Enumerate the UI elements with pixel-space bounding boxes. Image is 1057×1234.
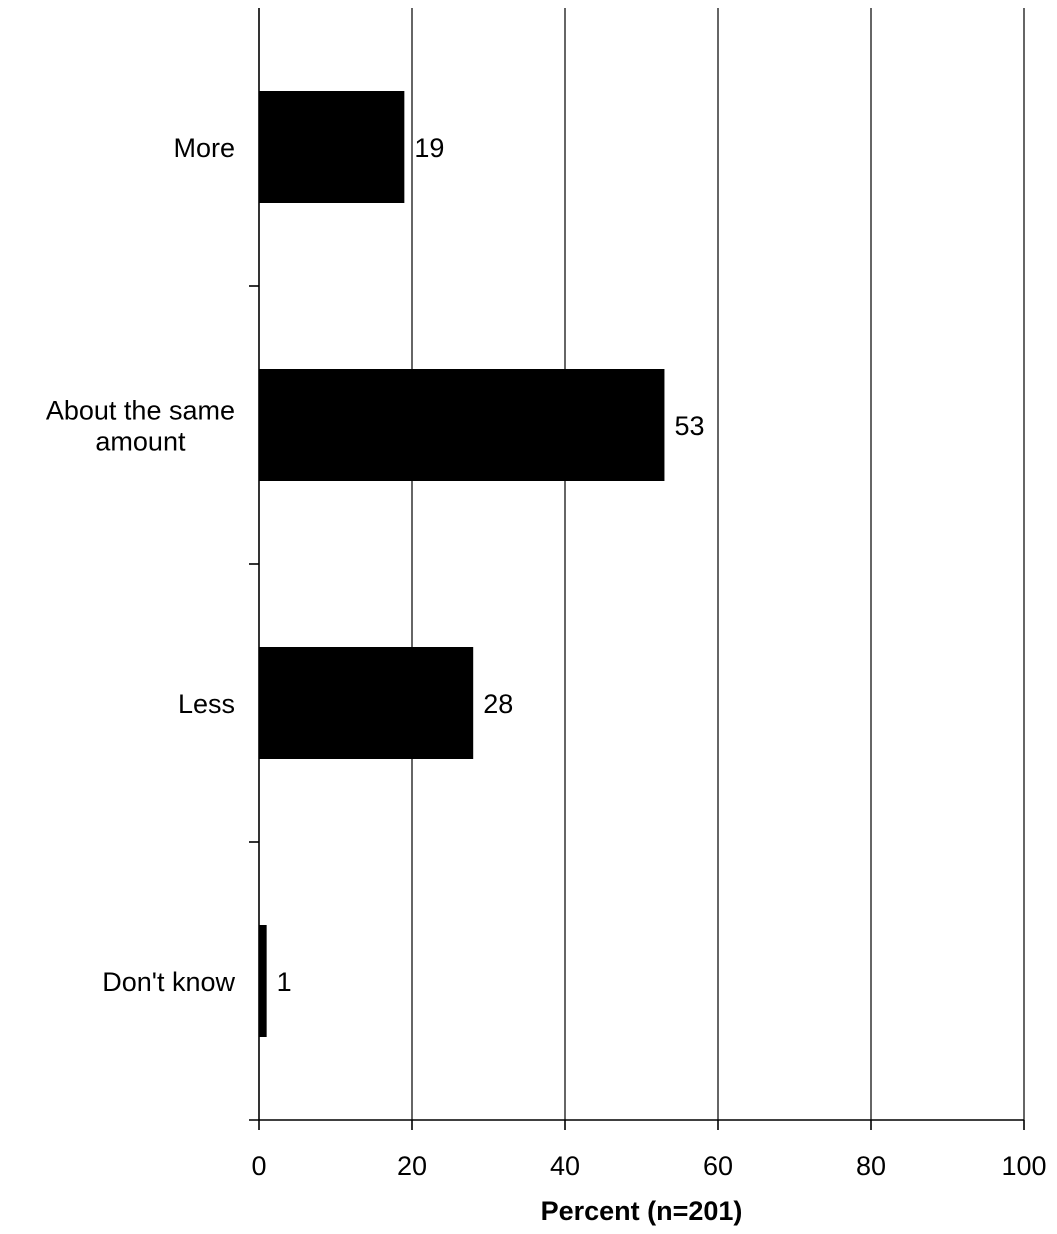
category-label-line: Don't know: [102, 967, 235, 997]
category-label-line: amount: [95, 427, 186, 457]
bar-2: [259, 647, 474, 759]
bars: [259, 91, 665, 1037]
value-label-1: 53: [674, 411, 704, 441]
x-tick-label-20: 20: [397, 1151, 427, 1181]
value-label-0: 19: [414, 133, 444, 163]
bar-1: [259, 369, 665, 481]
value-label-2: 28: [483, 689, 513, 719]
category-label-line: Less: [178, 689, 235, 719]
category-label-0: More: [173, 133, 235, 163]
x-tick-label-0: 0: [251, 1151, 266, 1181]
x-tick-label-40: 40: [550, 1151, 580, 1181]
category-label-line: More: [173, 133, 235, 163]
category-label-2: Less: [178, 689, 235, 719]
gridlines: [411, 8, 1025, 1120]
bar-3: [259, 925, 267, 1037]
category-label-1: About the same amount: [46, 396, 235, 457]
x-tick-label-100: 100: [1001, 1151, 1046, 1181]
category-label-3: Don't know: [102, 967, 235, 997]
bar-0: [259, 91, 405, 203]
x-tick-label-60: 60: [703, 1151, 733, 1181]
value-label-3: 1: [277, 967, 292, 997]
labels: 19 53 28 1 More About the same amount Less Don't…: [46, 133, 1047, 1181]
x-tick-label-80: 80: [856, 1151, 886, 1181]
x-axis-title: Percent (n=201): [541, 1196, 743, 1226]
category-label-line: About the same: [46, 396, 235, 426]
axes: [249, 8, 1025, 1130]
